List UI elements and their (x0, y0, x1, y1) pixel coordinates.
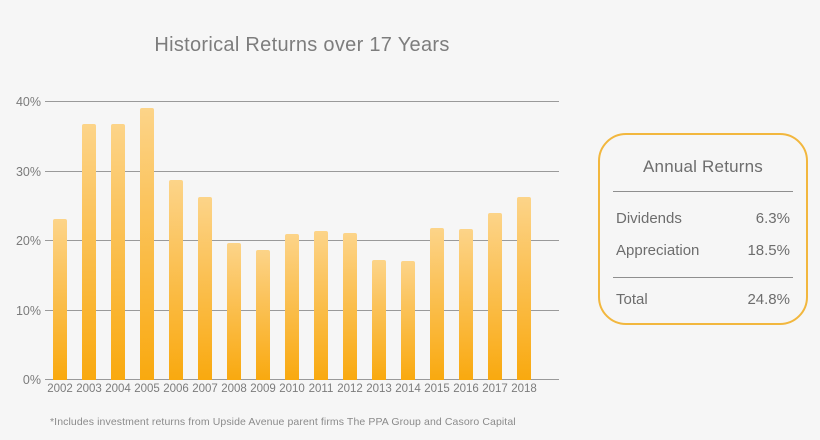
x-axis-label: 2016 (453, 383, 479, 395)
bar-2006 (169, 179, 183, 380)
bar-2016 (459, 228, 473, 380)
x-axis-label: 2011 (308, 383, 334, 395)
panel-row-total: Total 24.8% (616, 290, 790, 308)
x-axis-label: 2014 (395, 383, 421, 395)
footnote: *Includes investment returns from Upside… (50, 416, 516, 428)
row-label: Dividends (616, 209, 682, 227)
x-axis-label: 2009 (250, 383, 276, 395)
bar-2005 (140, 107, 154, 380)
y-axis-label: 20% (15, 234, 41, 248)
chart-title: Historical Returns over 17 Years (154, 34, 450, 56)
x-axis-label: 2013 (366, 383, 392, 395)
row-value: 24.8% (747, 290, 790, 308)
bar-2009 (256, 250, 270, 380)
bar-2012 (343, 232, 357, 380)
y-axis: 0% 10% 20% 30% 40% (0, 95, 41, 387)
x-axis-label: 2010 (279, 383, 305, 395)
bar-2013 (372, 260, 386, 380)
row-value: 6.3% (755, 209, 790, 227)
bar-2015 (430, 227, 444, 380)
panel-row-dividends: Dividends 6.3% (616, 209, 790, 227)
y-axis-label: 40% (15, 95, 41, 109)
x-axis-label: 2004 (105, 383, 131, 395)
x-axis-label: 2006 (163, 383, 189, 395)
bar-2007 (198, 196, 212, 380)
x-axis-label: 2003 (76, 383, 102, 395)
bar-2011 (314, 231, 328, 380)
panel-divider (613, 277, 793, 278)
row-value: 18.5% (747, 241, 790, 259)
gridline-0% (45, 379, 559, 380)
gridline-40% (45, 101, 559, 102)
x-axis-label: 2018 (511, 383, 537, 395)
row-label: Total (616, 290, 648, 308)
gridline-30% (45, 170, 559, 172)
bar-2004 (111, 123, 125, 380)
bar-2017 (488, 212, 502, 380)
row-label: Appreciation (616, 241, 700, 259)
bar-2018 (517, 196, 531, 380)
bar-chart (45, 101, 559, 380)
panel-title: Annual Returns (643, 157, 763, 176)
x-axis-label: 2015 (424, 383, 450, 395)
bar-2014 (401, 261, 415, 380)
x-axis: 2002 2003 2004 2005 2006 2007 2008 2009 2010 2011… (45, 383, 559, 399)
x-axis-label: 2002 (47, 383, 73, 395)
gridline-10% (45, 309, 559, 311)
y-axis-label: 0% (22, 373, 41, 387)
annual-returns-panel: Annual Returns Dividends 6.3% Appreciati… (598, 133, 808, 325)
x-axis-label: 2017 (482, 383, 508, 395)
gridline-20% (45, 240, 559, 241)
bar-2010 (285, 234, 299, 380)
x-axis-label: 2012 (337, 383, 363, 395)
x-axis-label: 2007 (192, 383, 218, 395)
bar-2003 (82, 123, 96, 380)
panel-row-appreciation: Appreciation 18.5% (616, 241, 790, 259)
y-axis-label: 30% (15, 164, 41, 179)
x-axis-label: 2008 (221, 383, 247, 395)
y-axis-label: 10% (15, 303, 41, 318)
bar-2002 (53, 218, 67, 380)
bar-2008 (227, 243, 241, 380)
x-axis-label: 2005 (134, 383, 160, 395)
panel-divider (613, 191, 793, 192)
